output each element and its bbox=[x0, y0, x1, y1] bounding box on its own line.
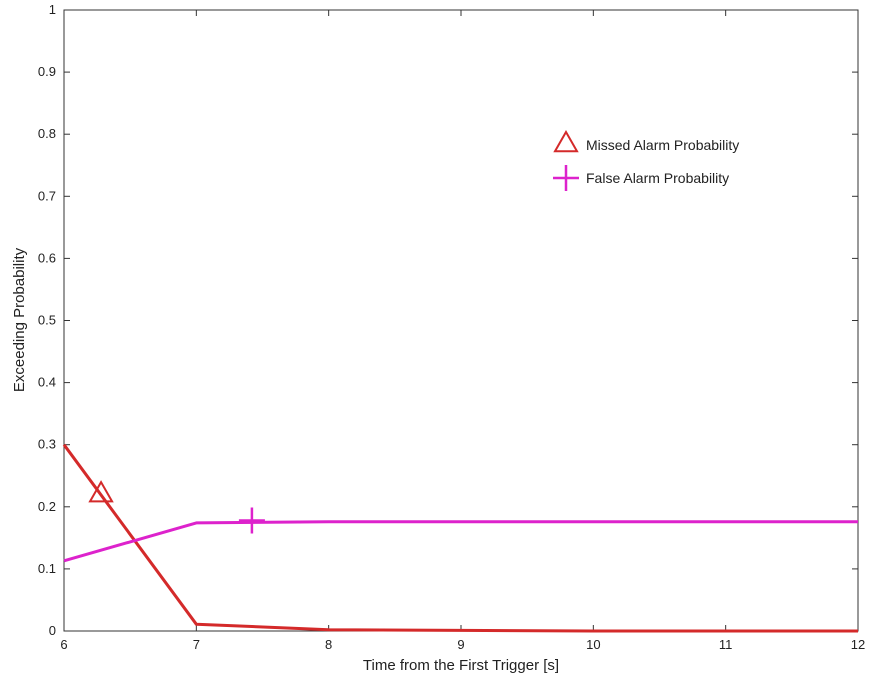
y-axis: 0 0.1 0.2 0.3 0.4 0.5 0.6 0.7 0.8 0.9 1 bbox=[38, 2, 858, 638]
x-axis: 6 7 8 9 10 11 12 bbox=[60, 10, 865, 652]
series-line-2 bbox=[63, 520, 858, 563]
y-tick-label: 0.4 bbox=[38, 375, 56, 390]
y-tick-label: 0.5 bbox=[38, 313, 56, 328]
y-tick-label: 0.8 bbox=[38, 126, 56, 141]
y-tick-label: 0.7 bbox=[38, 188, 56, 203]
legend-label-2: False Alarm Probability bbox=[586, 170, 729, 186]
x-tick-label: 8 bbox=[325, 637, 332, 652]
legend-marker-1 bbox=[553, 129, 579, 153]
plot-area bbox=[63, 9, 859, 632]
series-layer bbox=[62, 443, 858, 633]
y-tick-label: 0 bbox=[49, 623, 56, 638]
x-tick-label: 7 bbox=[193, 637, 200, 652]
legend-marker-2 bbox=[553, 165, 579, 191]
x-tick-label: 10 bbox=[586, 637, 600, 652]
series-marker-1 bbox=[88, 480, 114, 503]
y-tick-label: 0.3 bbox=[38, 437, 56, 452]
y-tick-label: 0.1 bbox=[38, 561, 56, 576]
x-tick-label: 12 bbox=[851, 637, 865, 652]
y-tick-label: 0.9 bbox=[38, 64, 56, 79]
y-axis-label: Exceeding Probability bbox=[11, 247, 28, 392]
x-tick-label: 9 bbox=[457, 637, 464, 652]
series-marker-2 bbox=[238, 507, 265, 534]
x-tick-label: 6 bbox=[60, 637, 67, 652]
y-tick-label: 0.6 bbox=[38, 250, 56, 265]
x-axis-label: Time from the First Trigger [s] bbox=[363, 657, 559, 674]
y-tick-label: 1 bbox=[49, 2, 56, 17]
y-tick-label: 0.2 bbox=[38, 499, 56, 514]
series-line-1 bbox=[62, 443, 858, 633]
legend-label-1: Missed Alarm Probability bbox=[586, 137, 739, 153]
x-tick-label: 11 bbox=[719, 637, 733, 652]
legend: Missed Alarm Probability False Alarm Prob… bbox=[553, 129, 739, 191]
